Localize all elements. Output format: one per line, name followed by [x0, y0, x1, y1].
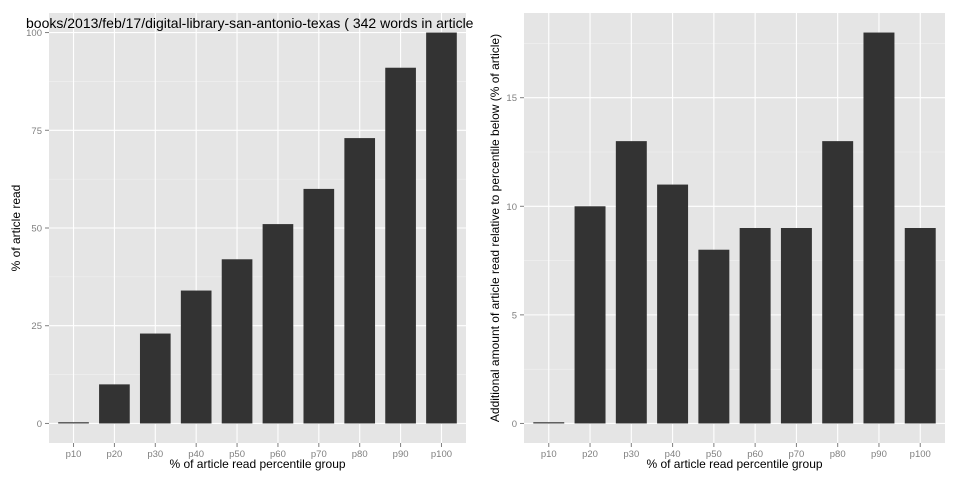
y-tick-label: 5	[512, 310, 517, 321]
chart-panel-2: 0 5 10 15 p10 p20 p30 p40 p50 p60 p70 p80 p90 p100 % o…	[488, 13, 945, 471]
bar-p20	[99, 384, 130, 424]
bar-p40	[657, 184, 689, 424]
x-tick-label: p10	[66, 449, 82, 460]
x-tick-label: p40	[665, 449, 681, 460]
x-tick-label: p100	[910, 449, 931, 460]
x-tick-label: p30	[623, 449, 639, 460]
y-tick-label: 15	[506, 93, 517, 104]
bar-p10	[533, 422, 565, 424]
bar-p20	[574, 206, 606, 424]
y-tick-label: 100	[26, 28, 42, 39]
bar-p40	[180, 290, 212, 424]
chart-panel-1: 0 25 50 75 100 p10 p20 p30 p40 p50 p60 p70 p80 p90 p10…	[9, 13, 474, 471]
x-tick-label: p90	[871, 449, 887, 460]
x-tick-label: p50	[229, 449, 245, 460]
x-tick-label: p60	[747, 449, 763, 460]
x-tick-label: p80	[830, 449, 846, 460]
x-tick-label: p80	[352, 449, 368, 460]
x-tick-label: p70	[311, 449, 327, 460]
x-tick-label: p40	[188, 449, 204, 460]
bar-p70	[303, 188, 335, 424]
bar-p50	[698, 249, 730, 424]
x-tick-label: p70	[788, 449, 804, 460]
bar-p90	[385, 67, 416, 424]
x-tick-label: p60	[270, 449, 286, 460]
y-tick-label: 75	[31, 126, 42, 137]
x-tick-label: p100	[431, 449, 452, 460]
y-tick-label: 0	[512, 419, 517, 430]
y-tick-label: 0	[37, 419, 42, 430]
x-tick-label: p20	[582, 449, 598, 460]
bar-p30	[615, 141, 647, 424]
x-axis-title: % of article read percentile group	[646, 457, 822, 471]
x-tick-label: p30	[147, 449, 163, 460]
bar-p50	[221, 259, 253, 424]
x-tick-label: p10	[541, 449, 557, 460]
y-axis-title: Additional amount of article read relati…	[488, 34, 502, 422]
y-tick-label: 10	[506, 202, 517, 213]
y-axis-title: % of article read	[9, 185, 23, 272]
x-axis-title: % of article read percentile group	[169, 457, 345, 471]
bar-p10	[58, 422, 89, 424]
bar-p90	[863, 32, 895, 424]
bar-p30	[139, 333, 171, 424]
bar-p100	[426, 32, 457, 424]
bar-p100	[904, 228, 936, 424]
bar-p70	[780, 228, 812, 424]
bar-p60	[739, 228, 771, 424]
x-tick-label: p50	[706, 449, 722, 460]
x-tick-label: p90	[393, 449, 409, 460]
bar-p80	[822, 141, 854, 424]
y-tick-label: 25	[31, 321, 42, 332]
chart-title: books/2013/feb/17/digital-library-san-an…	[26, 15, 474, 31]
bar-p80	[344, 138, 376, 424]
bar-p60	[262, 224, 294, 424]
x-tick-label: p20	[106, 449, 122, 460]
y-tick-label: 50	[31, 224, 42, 235]
